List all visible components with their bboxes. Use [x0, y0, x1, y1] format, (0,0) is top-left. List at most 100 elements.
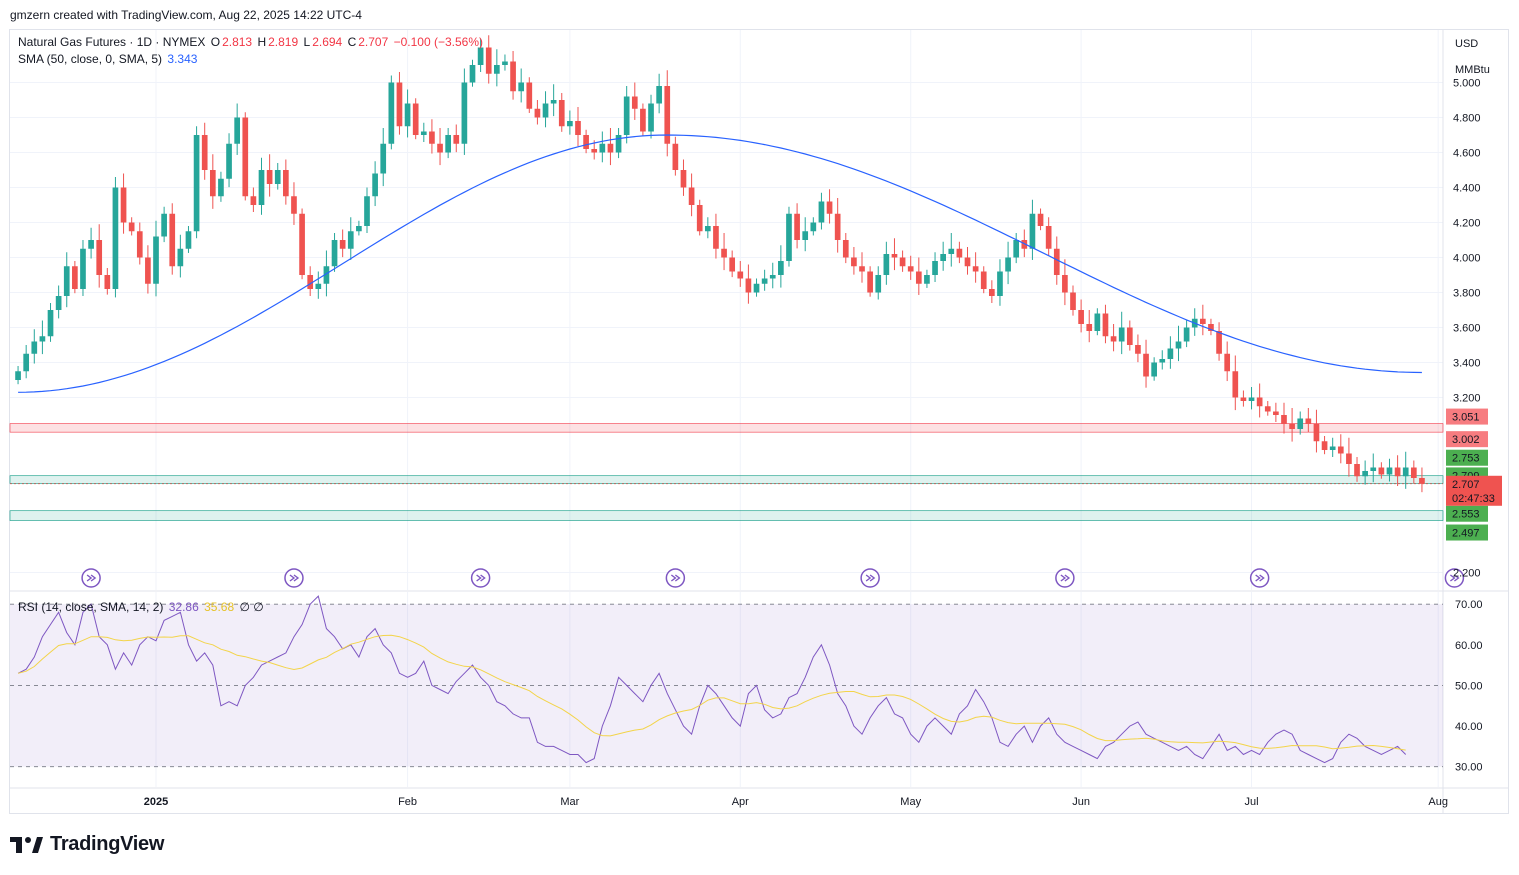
candle-body [1240, 397, 1247, 401]
candle-body [185, 231, 192, 249]
candle-body [940, 254, 947, 261]
sma-label[interactable]: SMA (50, close, 0, SMA, 5) [18, 52, 163, 66]
candle-body [420, 131, 427, 135]
candle-body [891, 254, 898, 258]
candle-body [883, 254, 890, 275]
close-label: C [347, 35, 357, 49]
candle-body [1370, 467, 1377, 471]
candle-body [177, 248, 184, 267]
candle-body [201, 135, 208, 170]
time-tick-label: 2025 [144, 796, 168, 808]
support2-low-badge: 2.497 [1452, 528, 1480, 540]
candle-body [834, 213, 841, 240]
rsi-value: 32.86 [168, 600, 199, 614]
candle-body [291, 196, 297, 214]
candle-body [615, 135, 622, 153]
candle-body [972, 266, 979, 272]
candle-body [39, 336, 46, 342]
candle-body [437, 143, 443, 153]
event-marker-arrow-icon [289, 574, 300, 582]
candle-body [907, 266, 914, 272]
candle-body [842, 240, 849, 258]
symbol-label[interactable]: Natural Gas Futures · 1D · NYMEX [18, 35, 206, 49]
resistance-zone [9, 423, 1444, 433]
candle-body [688, 187, 695, 205]
candle-body [915, 271, 922, 284]
support1-high-badge-bg [1446, 449, 1488, 466]
candle-body [575, 121, 581, 135]
candle-body [1021, 240, 1028, 249]
candle-body [23, 353, 30, 372]
candle-body [769, 275, 776, 279]
brand-name: TradingView [50, 833, 165, 855]
candle-body [518, 82, 525, 92]
event-marker-arrow-icon [1060, 574, 1071, 582]
candle-body [924, 275, 930, 284]
sma-legend: SMA (50, close, 0, SMA, 5) 3.343 [18, 52, 199, 66]
candle-body [1362, 471, 1368, 477]
support1-high-badge: 2.753 [1452, 453, 1480, 465]
candle-body [339, 240, 346, 249]
candle-body [258, 170, 265, 205]
candle-body [1029, 213, 1036, 249]
candle-body [453, 135, 460, 144]
candle-body [721, 248, 727, 258]
candle-body [388, 82, 395, 144]
candle-body [274, 170, 281, 184]
candle-body [209, 170, 216, 197]
candle-body [867, 271, 873, 293]
candle-body [753, 283, 760, 293]
candle-body [218, 178, 224, 197]
rsi-tick-label: 60.00 [1455, 640, 1483, 652]
candle-body [932, 261, 938, 275]
rsi-label[interactable]: RSI (14, close, SMA, 14, 2) [18, 600, 164, 614]
candle-body [47, 310, 54, 337]
candle-body [1110, 336, 1117, 342]
candle-body [550, 100, 557, 104]
candle-body [989, 289, 995, 296]
candle-body [997, 271, 1003, 296]
candle-body [283, 170, 289, 197]
candle-body [112, 187, 119, 289]
high-value: 2.819 [268, 35, 299, 49]
support2-high-badge: 2.553 [1452, 509, 1480, 521]
candle-body [404, 103, 411, 127]
event-marker-arrow-icon [1449, 574, 1460, 582]
candle-body [31, 341, 38, 354]
candle-body [713, 226, 719, 249]
candle-body [696, 205, 703, 232]
tradingview-brand[interactable]: TradingView [10, 833, 164, 856]
price-tick-label: 5.000 [1453, 78, 1481, 90]
sma50-line [18, 134, 1422, 393]
candle-body [631, 96, 638, 109]
time-tick-label: Jul [1244, 796, 1258, 808]
candle-body [964, 257, 971, 267]
time-tick-label: Mar [560, 796, 579, 808]
unit-label: MMBtu [1455, 64, 1490, 76]
candle-body [120, 187, 127, 223]
support-zone [9, 510, 1444, 521]
candle-body [704, 226, 711, 232]
candle-body [640, 108, 646, 132]
countdown-label: 02:47:33 [1452, 493, 1495, 505]
candle-body [1086, 324, 1093, 331]
time-tick-label: Feb [398, 796, 417, 808]
candle-body [899, 257, 906, 267]
candle-body [72, 266, 78, 289]
sma-value: 3.343 [167, 52, 198, 66]
chart-frame [9, 29, 1509, 814]
candle-body [88, 240, 94, 249]
candle-body [96, 240, 103, 275]
candle-body [356, 226, 362, 232]
candle-body [242, 117, 249, 197]
candle-body [583, 135, 589, 149]
candle-body [534, 108, 541, 118]
candle-body [599, 143, 606, 153]
candle-body [161, 213, 167, 237]
low-label: L [303, 35, 311, 49]
candle-body [1175, 341, 1182, 349]
open-label: O [210, 35, 221, 49]
event-marker-arrow-icon [865, 574, 876, 582]
candle-body [315, 283, 322, 289]
